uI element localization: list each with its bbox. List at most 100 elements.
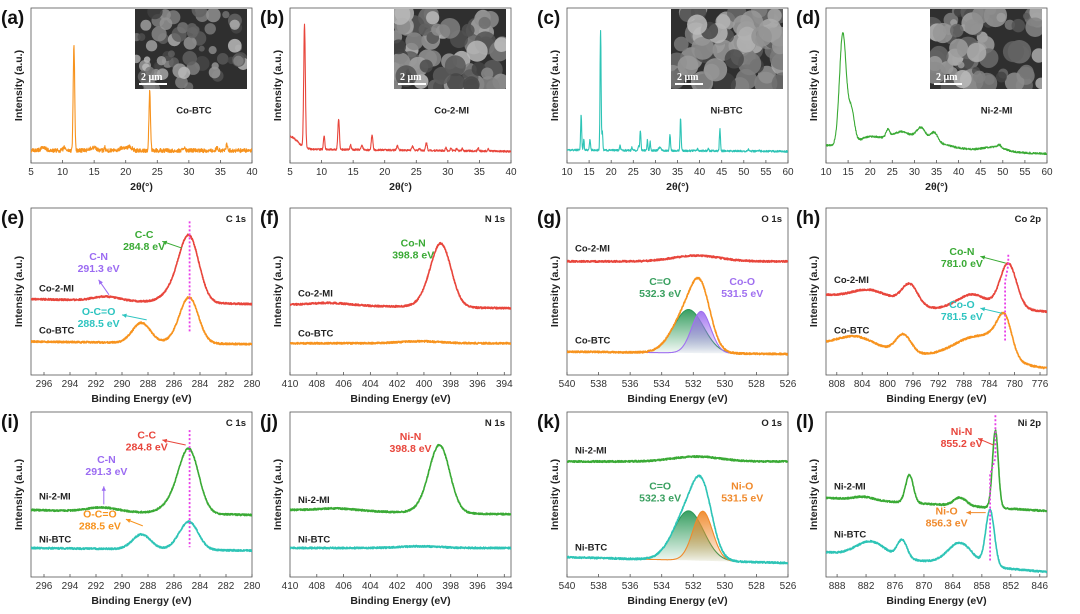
sem-particle bbox=[175, 75, 188, 89]
sem-particle bbox=[178, 66, 191, 79]
panel-c: 2 μm 10 15 20 25 30 35 40 45 50 55 60 2θ(°) Intensity… bbox=[537, 7, 794, 193]
series-line-Ni-2-MI bbox=[31, 447, 252, 517]
x-tick-label: 15 bbox=[89, 167, 101, 178]
reference-line bbox=[989, 415, 997, 561]
annotation-text: 531.5 eV bbox=[721, 493, 763, 505]
annotation-text: 781.5 eV bbox=[941, 311, 983, 323]
plot-frame bbox=[289, 207, 512, 376]
sem-texture bbox=[930, 9, 1042, 89]
x-tick-label: 536 bbox=[622, 379, 639, 390]
plot-frame bbox=[289, 7, 512, 164]
x-tick-label: 45 bbox=[975, 167, 987, 178]
x-tick-label: 402 bbox=[389, 581, 406, 592]
x-tick-label: 530 bbox=[717, 379, 734, 390]
annotation-text: 398.8 eV bbox=[390, 443, 432, 455]
x-axis-label: 2θ(°) bbox=[389, 181, 412, 193]
y-axis-label: Intensity (a.u.) bbox=[808, 50, 820, 121]
plot-frame bbox=[289, 411, 512, 578]
x-tick-label: 292 bbox=[88, 379, 105, 390]
sem-particle bbox=[466, 40, 488, 62]
sem-particle bbox=[418, 23, 431, 36]
panel-f: 410 408 406 404 402 400 398 396 394 Binding Energ… bbox=[260, 207, 513, 405]
x-tick-label: 30 bbox=[442, 167, 454, 178]
series-label: Ni-2-MI bbox=[39, 491, 71, 502]
sem-particle bbox=[147, 9, 163, 20]
annotation-text: C-N bbox=[89, 251, 108, 263]
plot-area bbox=[826, 262, 1047, 370]
panel-title: N 1s bbox=[485, 214, 505, 225]
x-tick-label: 20 bbox=[379, 167, 391, 178]
sem-particle bbox=[1011, 18, 1026, 33]
series-line-Co-2-MI bbox=[31, 233, 252, 306]
series-label: Co-BTC bbox=[39, 325, 74, 336]
x-tick-label: 60 bbox=[1041, 167, 1053, 178]
x-tick-label: 400 bbox=[416, 379, 433, 390]
panel-title: O 1s bbox=[761, 214, 782, 225]
sem-particle bbox=[461, 23, 475, 37]
sem-particle bbox=[413, 73, 429, 89]
panel-k: 540 538 536 534 532 530 528 526 Binding Energy (… bbox=[537, 411, 797, 607]
x-axis-label: Binding Energy (eV) bbox=[886, 595, 986, 607]
x-tick-label: 858 bbox=[974, 581, 991, 592]
sem-particle bbox=[167, 50, 175, 58]
panel-letter: (e) bbox=[1, 208, 24, 229]
x-tick-label: 60 bbox=[782, 167, 794, 178]
annotation-text: 284.8 eV bbox=[123, 241, 165, 253]
annotation-text: 284.8 eV bbox=[126, 441, 168, 453]
annotation-text: O-C=O bbox=[83, 509, 117, 521]
series-label: Ni-2-MI bbox=[575, 445, 607, 456]
annotation-text: Co-N bbox=[949, 246, 974, 258]
arrowhead-icon bbox=[125, 518, 131, 523]
y-axis-label: Intensity (a.u.) bbox=[808, 256, 820, 327]
panel-letter: (f) bbox=[260, 208, 279, 229]
annotation-text: 291.3 eV bbox=[85, 466, 127, 478]
sem-particle bbox=[972, 70, 986, 84]
x-tick-label: 10 bbox=[820, 167, 832, 178]
x-tick-label: 398 bbox=[442, 581, 459, 592]
x-tick-label: 296 bbox=[36, 581, 53, 592]
series-line-Co-BTC bbox=[31, 296, 252, 346]
plot-area bbox=[567, 455, 788, 565]
x-tick-label: 5 bbox=[28, 167, 34, 178]
y-axis-label: Intensity (a.u.) bbox=[13, 459, 25, 530]
panel-i: 296 294 292 290 288 286 284 282 280 Binding Energ… bbox=[1, 411, 261, 607]
x-tick-label: 394 bbox=[496, 581, 513, 592]
sem-particle bbox=[143, 56, 151, 63]
sem-particle bbox=[432, 66, 451, 85]
plot-frame bbox=[825, 411, 1048, 578]
x-axis-label: 2θ(°) bbox=[925, 181, 948, 193]
sem-particle bbox=[995, 71, 1007, 83]
reference-line bbox=[1004, 254, 1010, 342]
x-tick-label: 15 bbox=[843, 167, 855, 178]
x-tick-label: 534 bbox=[653, 581, 670, 592]
sem-particle bbox=[151, 26, 167, 42]
annotation-text: 531.5 eV bbox=[721, 288, 763, 300]
sem-particle bbox=[957, 61, 965, 69]
x-tick-label: 540 bbox=[559, 379, 576, 390]
annotation-text: 288.5 eV bbox=[79, 521, 121, 533]
x-tick-label: 528 bbox=[748, 379, 765, 390]
sem-particle bbox=[1019, 64, 1034, 80]
sem-particle bbox=[462, 76, 480, 89]
annotation-text: 288.5 eV bbox=[78, 318, 120, 330]
series-line-Co-2-MI bbox=[290, 241, 511, 310]
sem-particle bbox=[738, 26, 757, 45]
sem-inset-image: 2 μm bbox=[930, 9, 1042, 89]
sem-particle bbox=[673, 36, 689, 52]
panel-d: 2 μm 10 15 20 25 30 35 40 45 50 55 60 2θ(°) Intensity… bbox=[796, 7, 1053, 193]
x-tick-label: 50 bbox=[738, 167, 750, 178]
x-tick-label: 296 bbox=[36, 379, 53, 390]
x-tick-label: 398 bbox=[442, 379, 459, 390]
x-tick-label: 780 bbox=[1006, 379, 1023, 390]
x-tick-label: 796 bbox=[905, 379, 922, 390]
panel-title: O 1s bbox=[761, 418, 782, 429]
x-tick-label: 40 bbox=[953, 167, 965, 178]
x-tick-label: 280 bbox=[244, 379, 261, 390]
plot-frame bbox=[30, 7, 253, 164]
sem-particle bbox=[211, 62, 219, 70]
x-tick-label: 540 bbox=[559, 581, 576, 592]
sem-particle bbox=[394, 39, 406, 55]
